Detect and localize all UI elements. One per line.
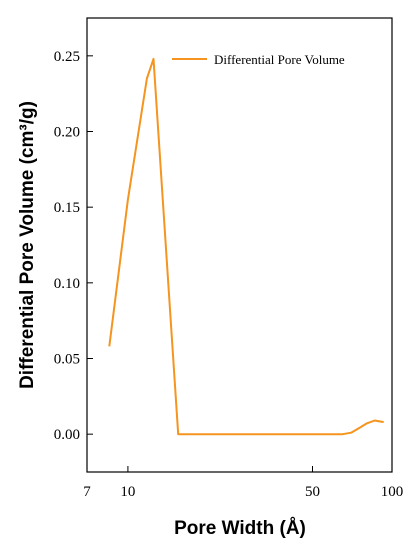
x-tick-label: 100 — [381, 484, 404, 500]
y-tick-label: 0.20 — [54, 125, 80, 141]
x-tick-label: 50 — [305, 484, 320, 500]
y-tick-label: 0.05 — [54, 352, 80, 368]
y-axis-ticks: 0.00 0.05 0.10 0.15 0.20 0.25 — [54, 49, 93, 443]
legend: Differential Pore Volume — [172, 52, 345, 67]
plot-frame — [86, 17, 393, 473]
series-line-differential-pore-volume — [108, 57, 384, 436]
y-tick-label: 0.00 — [54, 427, 80, 443]
x-axis-title: Pore Width (Å) — [174, 518, 306, 539]
y-axis-title: Differential Pore Volume (cm³/g) — [17, 101, 38, 389]
y-tick-label: 0.25 — [54, 49, 80, 65]
legend-label: Differential Pore Volume — [214, 52, 345, 67]
x-axis-ticks: 7 10 50 100 — [83, 466, 403, 500]
x-tick-label: 7 — [83, 484, 91, 500]
y-tick-label: 0.10 — [54, 276, 80, 292]
y-tick-label: 0.15 — [54, 200, 80, 216]
x-tick-label: 10 — [120, 484, 135, 500]
